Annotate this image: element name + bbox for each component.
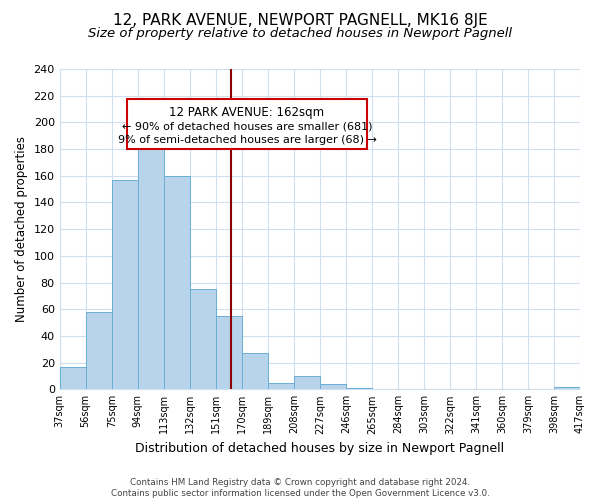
Text: Size of property relative to detached houses in Newport Pagnell: Size of property relative to detached ho…: [88, 28, 512, 40]
Bar: [86, 312, 112, 390]
Text: 9% of semi-detached houses are larger (68) →: 9% of semi-detached houses are larger (6…: [118, 134, 376, 144]
Bar: [112, 180, 138, 390]
Text: Contains HM Land Registry data © Crown copyright and database right 2024.
Contai: Contains HM Land Registry data © Crown c…: [110, 478, 490, 498]
Bar: [164, 176, 190, 390]
Text: 12 PARK AVENUE: 162sqm: 12 PARK AVENUE: 162sqm: [169, 106, 325, 120]
Bar: [242, 354, 268, 390]
Bar: [346, 388, 372, 390]
Bar: [59, 366, 86, 390]
Text: 12, PARK AVENUE, NEWPORT PAGNELL, MK16 8JE: 12, PARK AVENUE, NEWPORT PAGNELL, MK16 8…: [113, 12, 487, 28]
Y-axis label: Number of detached properties: Number of detached properties: [15, 136, 28, 322]
Bar: [138, 142, 164, 390]
Bar: [268, 382, 294, 390]
FancyBboxPatch shape: [127, 100, 367, 149]
Bar: [190, 289, 216, 390]
Bar: [320, 384, 346, 390]
Text: ← 90% of detached houses are smaller (681): ← 90% of detached houses are smaller (68…: [122, 121, 372, 131]
X-axis label: Distribution of detached houses by size in Newport Pagnell: Distribution of detached houses by size …: [135, 442, 505, 455]
Bar: [216, 316, 242, 390]
Bar: [294, 376, 320, 390]
Bar: [554, 386, 580, 390]
